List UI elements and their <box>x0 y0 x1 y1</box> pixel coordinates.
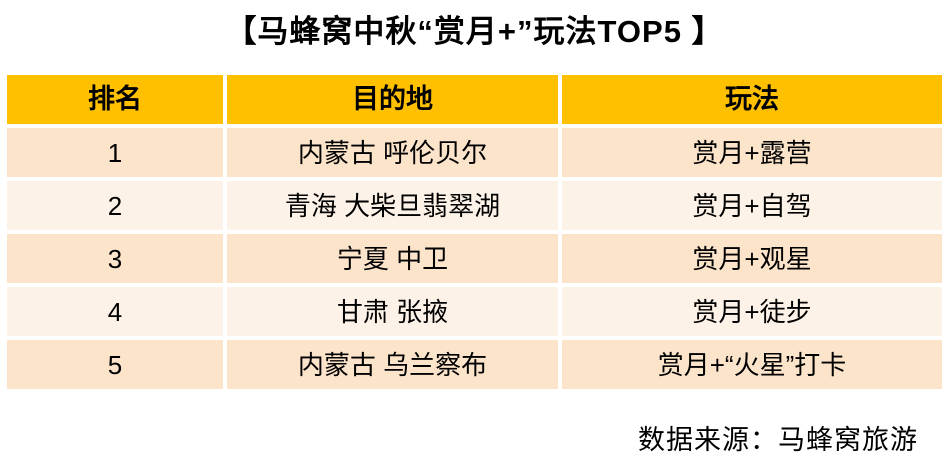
play-cell: 赏月+徒步 <box>562 287 942 336</box>
column-header-destination: 目的地 <box>227 75 558 124</box>
play-cell: 赏月+露营 <box>562 128 942 177</box>
play-cell: 赏月+观星 <box>562 234 942 283</box>
data-source-caption: 数据来源：马蜂窝旅游 <box>638 425 918 455</box>
destination-cell: 甘肃 张掖 <box>227 287 558 336</box>
top5-table: 排名 目的地 玩法 1 内蒙古 呼伦贝尔 赏月+露营 2 青海 大柴旦翡翠湖 赏… <box>7 75 942 389</box>
destination-cell: 青海 大柴旦翡翠湖 <box>227 181 558 230</box>
rank-cell: 1 <box>7 128 223 177</box>
rank-cell: 5 <box>7 340 223 389</box>
rank-cell: 3 <box>7 234 223 283</box>
rank-cell: 4 <box>7 287 223 336</box>
destination-cell: 内蒙古 呼伦贝尔 <box>227 128 558 177</box>
play-cell: 赏月+自驾 <box>562 181 942 230</box>
rank-cell: 2 <box>7 181 223 230</box>
destination-cell: 宁夏 中卫 <box>227 234 558 283</box>
column-header-play: 玩法 <box>562 75 942 124</box>
play-cell: 赏月+“火星”打卡 <box>562 340 942 389</box>
page-title: 【马蜂窝中秋“赏月+”玩法TOP5 】 <box>225 14 724 49</box>
column-header-rank: 排名 <box>7 75 223 124</box>
destination-cell: 内蒙古 乌兰察布 <box>227 340 558 389</box>
